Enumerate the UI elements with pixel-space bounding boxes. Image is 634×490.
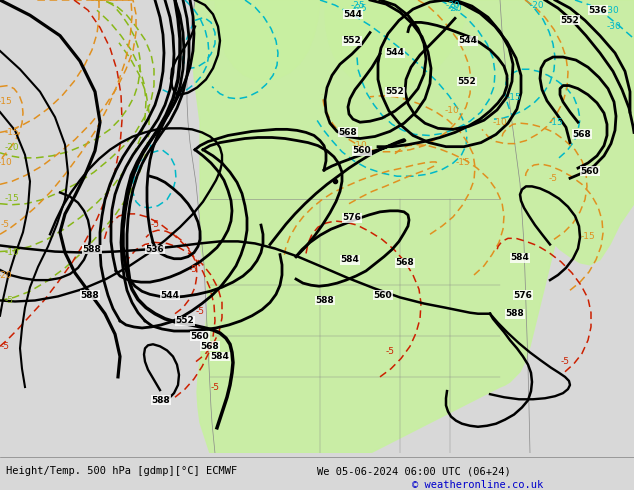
- Text: Height/Temp. 500 hPa [gdmp][°C] ECMWF: Height/Temp. 500 hPa [gdmp][°C] ECMWF: [6, 466, 238, 476]
- Text: -20: -20: [446, 0, 460, 10]
- Text: -5: -5: [1, 342, 10, 351]
- Text: -15: -15: [507, 93, 521, 102]
- Text: -20: -20: [529, 0, 545, 10]
- Text: -15: -15: [548, 118, 564, 127]
- Text: 552: 552: [458, 77, 476, 86]
- Polygon shape: [320, 0, 470, 90]
- Text: 552: 552: [560, 16, 579, 25]
- Text: 552: 552: [176, 317, 195, 325]
- Text: 560: 560: [353, 146, 372, 155]
- Text: -20: -20: [0, 270, 12, 279]
- Text: © weatheronline.co.uk: © weatheronline.co.uk: [412, 480, 543, 490]
- Text: 560: 560: [373, 291, 392, 300]
- Text: -5: -5: [210, 383, 219, 392]
- Text: 544: 544: [385, 49, 404, 57]
- Text: 544: 544: [344, 10, 363, 19]
- Text: 576: 576: [342, 214, 361, 222]
- Text: -15: -15: [5, 128, 20, 137]
- Text: 552: 552: [385, 87, 404, 96]
- Text: -30: -30: [605, 6, 619, 15]
- Text: 568: 568: [396, 258, 415, 267]
- Polygon shape: [195, 0, 320, 80]
- Text: 584: 584: [510, 253, 529, 262]
- Text: 588: 588: [82, 245, 101, 254]
- Text: 544: 544: [160, 291, 179, 300]
- Text: -10: -10: [5, 248, 20, 257]
- Text: -5: -5: [548, 174, 557, 183]
- Text: -5: -5: [195, 307, 205, 316]
- Text: -10: -10: [353, 141, 367, 150]
- Text: 568: 568: [200, 342, 219, 351]
- Text: -15: -15: [456, 158, 470, 168]
- Text: -15: -15: [5, 194, 20, 203]
- Text: 584: 584: [340, 255, 359, 264]
- Text: 536: 536: [146, 245, 164, 254]
- Text: -5: -5: [385, 347, 394, 356]
- Text: 576: 576: [514, 291, 533, 300]
- Text: 568: 568: [573, 130, 592, 139]
- Text: 560: 560: [581, 167, 599, 175]
- Text: -5: -5: [150, 220, 160, 228]
- Text: -25: -25: [351, 0, 365, 10]
- Text: -15: -15: [0, 98, 13, 106]
- Text: We 05-06-2024 06:00 UTC (06+24): We 05-06-2024 06:00 UTC (06+24): [317, 466, 511, 476]
- Text: 544: 544: [458, 36, 477, 45]
- Text: 588: 588: [316, 296, 334, 305]
- Text: 588: 588: [152, 396, 171, 405]
- Text: -30: -30: [607, 22, 621, 31]
- Text: -5: -5: [5, 296, 14, 305]
- Text: 552: 552: [342, 36, 361, 45]
- Text: -25: -25: [353, 3, 367, 13]
- Text: 536: 536: [588, 6, 607, 15]
- Text: -10: -10: [0, 158, 13, 168]
- Text: 560: 560: [191, 332, 209, 341]
- Text: -10: -10: [493, 118, 507, 127]
- Text: -5: -5: [1, 220, 10, 228]
- Text: -15: -15: [581, 232, 595, 241]
- Polygon shape: [193, 0, 634, 453]
- Text: -10: -10: [444, 105, 460, 115]
- Text: 588: 588: [81, 291, 100, 300]
- Text: 568: 568: [339, 128, 358, 137]
- Text: -5: -5: [188, 266, 198, 274]
- Text: -20: -20: [5, 143, 20, 152]
- Text: 588: 588: [506, 309, 524, 318]
- Text: 584: 584: [210, 352, 230, 361]
- Text: -20: -20: [448, 3, 462, 13]
- Text: -5: -5: [560, 357, 569, 366]
